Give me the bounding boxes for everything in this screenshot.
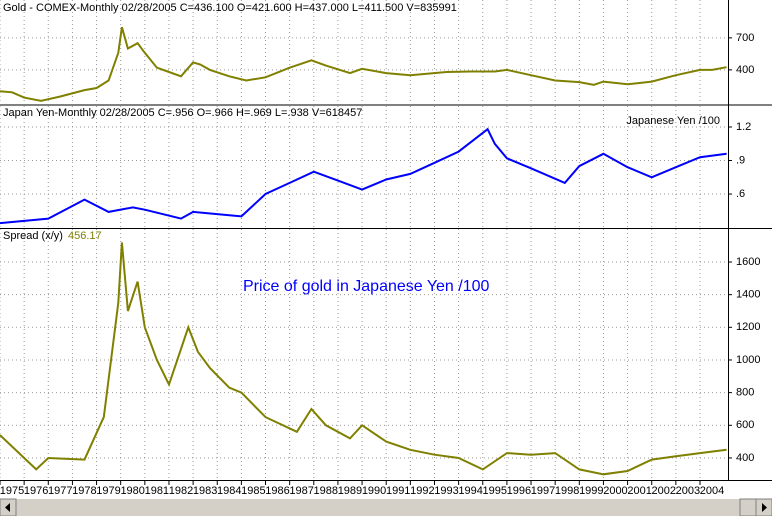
- last-value: 456.17: [68, 230, 102, 242]
- x-tick-label: 1998: [555, 485, 579, 497]
- x-tick-label: 1992: [410, 485, 434, 497]
- series-label: Japanese Yen /100: [626, 115, 720, 127]
- x-tick-label: 1990: [362, 485, 386, 497]
- x-tick-label: 1977: [48, 485, 72, 497]
- x-tick-label: 1996: [507, 485, 531, 497]
- x-tick-label: 1997: [531, 485, 555, 497]
- x-tick-label: 2000: [603, 485, 627, 497]
- x-tick-label: 1976: [24, 485, 48, 497]
- x-tick-label: 1995: [483, 485, 507, 497]
- x-tick-label: 1980: [120, 485, 144, 497]
- x-tick-label: 1982: [169, 485, 193, 497]
- x-tick-label: 1984: [217, 485, 241, 497]
- y-tick-label: 400: [736, 452, 754, 464]
- x-tick-label: 1987: [289, 485, 313, 497]
- x-tick-label: 1981: [145, 485, 169, 497]
- x-tick-label: 2001: [627, 485, 651, 497]
- data-line: [0, 26, 727, 102]
- y-tick-label: 1200: [736, 321, 760, 333]
- scroll-track: [0, 499, 772, 516]
- scrollbar[interactable]: [0, 498, 772, 516]
- x-tick-label: 1999: [579, 485, 603, 497]
- x-tick-label: 2004: [700, 485, 724, 497]
- x-tick-label: 1975: [0, 485, 24, 497]
- y-tick-label: 600: [736, 419, 754, 431]
- x-tick-label: 1993: [434, 485, 458, 497]
- x-tick-label: 1986: [265, 485, 289, 497]
- y-tick-label: .9: [736, 154, 745, 166]
- x-tick-label: 1985: [241, 485, 265, 497]
- arrow-left: [5, 503, 10, 512]
- x-tick-label: 1983: [193, 485, 217, 497]
- y-tick-label: 1000: [736, 354, 760, 366]
- x-tick-label: 1994: [458, 485, 482, 497]
- annotation: Price of gold in Japanese Yen /100: [243, 278, 490, 295]
- x-tick-label: 2002: [651, 485, 675, 497]
- y-tick-label: 400: [736, 64, 754, 76]
- scroll-thumb[interactable]: [739, 498, 757, 516]
- x-tick-label: 1991: [386, 485, 410, 497]
- panel-title: Gold - COMEX-Monthly 02/28/2005 C=436.10…: [3, 2, 457, 14]
- y-tick-label: .6: [736, 188, 745, 200]
- x-tick-label: 1989: [338, 485, 362, 497]
- y-tick-label: 700: [736, 32, 754, 44]
- x-tick-label: 1988: [314, 485, 338, 497]
- arrow-right: [762, 503, 767, 512]
- data-line: [0, 127, 727, 225]
- y-tick-label: 1.2: [736, 121, 751, 133]
- y-tick-label: 1400: [736, 289, 760, 301]
- x-tick-label: 2003: [676, 485, 700, 497]
- y-tick-label: 800: [736, 387, 754, 399]
- x-tick-label: 1978: [72, 485, 96, 497]
- x-tick-label: 1979: [96, 485, 120, 497]
- data-line: [0, 242, 727, 476]
- y-tick-label: 1600: [736, 256, 760, 268]
- panel-title: Japan Yen-Monthly 02/28/2005 C=.956 O=.9…: [3, 107, 362, 119]
- panel-title: Spread (x/y): [3, 230, 63, 242]
